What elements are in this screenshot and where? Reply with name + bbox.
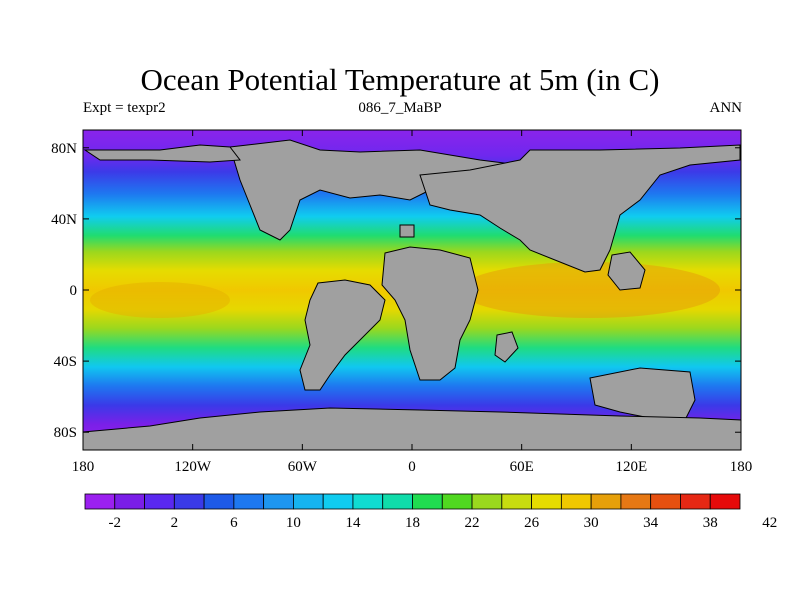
- colorbar-swatch: [263, 493, 294, 510]
- colorbar-label: 18: [405, 515, 420, 531]
- colorbar-label: 10: [286, 515, 301, 531]
- land-south-america: [299, 279, 386, 391]
- colorbar-swatch: [293, 493, 324, 510]
- warm-pool: [460, 262, 720, 318]
- latitude-axis: 80N 40N 0 40S 80S: [51, 141, 741, 441]
- colorbar-label: 34: [643, 515, 659, 531]
- lon-tick-label: 120E: [615, 459, 647, 475]
- colorbar-swatch: [233, 493, 265, 510]
- colorbar-swatch: [203, 493, 235, 510]
- land-eurasia: [419, 144, 741, 273]
- colorbar-label: 30: [584, 515, 599, 531]
- colorbar-swatch: [352, 493, 384, 510]
- lat-tick-label: 40N: [51, 212, 77, 228]
- colorbar-swatch: [531, 493, 562, 510]
- colorbar-swatch: [650, 493, 681, 510]
- period-label: 086_7_MaBP: [358, 100, 442, 116]
- colorbar-label: 6: [230, 515, 238, 531]
- colorbar-swatch: [620, 493, 652, 510]
- lon-tick-label: 120W: [174, 459, 212, 475]
- lon-tick-label: 180: [72, 459, 95, 475]
- land-island: [494, 331, 519, 363]
- colorbar-swatch: [144, 493, 175, 510]
- land-africa: [381, 246, 479, 381]
- colorbar-swatch: [501, 493, 532, 510]
- lat-tick-label: 0: [70, 283, 78, 299]
- lon-tick-label: 0: [408, 459, 416, 475]
- lat-tick-label: 40S: [54, 354, 77, 370]
- longitude-axis: 180 120W 60W 0 60E 120E 180: [72, 130, 753, 475]
- colorbar-swatch: [441, 493, 473, 510]
- experiment-label: Expt = texpr2: [83, 100, 166, 116]
- colorbar-swatch: [590, 493, 622, 510]
- colorbar-swatch: [471, 493, 503, 510]
- colorbar-label: 22: [465, 515, 480, 531]
- colorbar-swatch: [322, 493, 354, 510]
- colorbar-swatch: [680, 493, 711, 510]
- colorbar-label: 26: [524, 515, 540, 531]
- colorbar-label: -2: [109, 515, 122, 531]
- colorbar-label: 42: [762, 515, 777, 531]
- land-north-america: [229, 139, 521, 241]
- colorbar-swatch: [382, 493, 413, 510]
- colorbar-label: 2: [171, 515, 179, 531]
- colorbar-swatch: [412, 493, 443, 510]
- colorbar-swatch: [114, 493, 145, 510]
- colorbar-label: 14: [345, 515, 361, 531]
- land-island: [399, 224, 415, 238]
- colorbar-label: 38: [703, 515, 718, 531]
- land-arctic: [83, 144, 241, 163]
- lat-tick-label: 80N: [51, 141, 77, 157]
- lon-tick-label: 60W: [288, 459, 318, 475]
- lon-tick-label: 60E: [510, 459, 534, 475]
- colorbar-swatch: [173, 493, 205, 510]
- map-title: Ocean Potential Temperature at 5m (in C): [140, 62, 660, 97]
- land-southeast-asia: [607, 251, 646, 291]
- colorbar-swatch: [560, 493, 592, 510]
- warm-pool: [90, 282, 230, 318]
- lon-tick-label: 180: [730, 459, 753, 475]
- colorbar-swatch: [84, 493, 116, 510]
- lat-tick-label: 80S: [54, 425, 77, 441]
- land-masses: [82, 139, 742, 451]
- season-label: ANN: [709, 100, 743, 116]
- colorbar: -2 2 6 10 14 18 22 26 30 34 38 42: [84, 493, 777, 531]
- colorbar-swatch: [709, 493, 741, 510]
